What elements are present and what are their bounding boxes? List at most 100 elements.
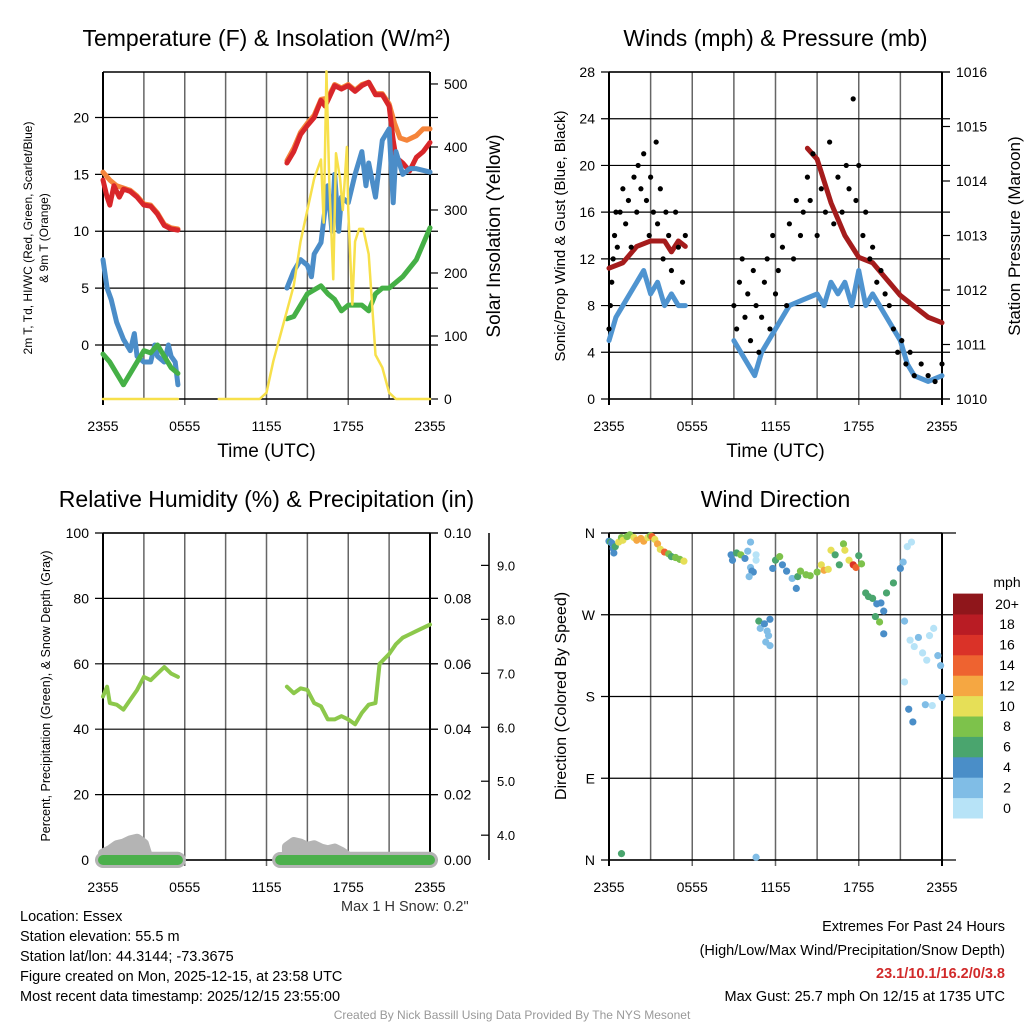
wind-direction-point [792,584,800,593]
x-tick-label: 2355 [926,418,957,434]
gust-point [679,279,686,285]
wind-direction-point [756,624,764,632]
gust-point [831,221,837,227]
y-tick-label: 20 [73,109,89,125]
gust-point [822,209,829,215]
max-snow-text: Max 1 H Snow: 0.2" [341,899,469,915]
wind-direction-point [905,705,913,713]
y-right-tick-label: 1013 [956,228,987,244]
gust-point [807,197,813,204]
gust-point [745,291,751,297]
colorbar-title: mph [993,574,1020,590]
y-axis-label: Sonic/Prop Wind & Gust (Blue, Black) [552,111,569,362]
x-axis-label: Time (UTC) [217,441,316,462]
gust-point [617,209,623,215]
wind-direction-point [855,552,863,560]
gust-point [846,186,852,192]
wind-direction-point [845,556,853,564]
gust-point [932,378,938,385]
gust-point [874,279,880,285]
y-tick-label: S [586,689,595,705]
gust-point [818,186,824,192]
gust-point [764,256,770,262]
gust-point [660,256,666,262]
colorbar-label: 14 [999,657,1015,673]
wind-direction-point [680,557,688,565]
wind-direction-point [796,567,805,575]
wind-direction-point [749,568,757,576]
gust-point [882,291,888,297]
relative-humidity-line [284,622,432,727]
colorbar-label: 20+ [995,596,1019,612]
gust-point [770,232,776,239]
wind-direction-point [610,549,618,557]
gust-point [682,232,688,239]
gust-point [903,361,909,367]
gust-point [673,209,679,215]
y-axis-label-line2: & 9m T (Orange) [37,193,51,283]
y-right-tick-label: 0.04 [444,721,471,737]
y-tick-label: 0 [587,391,595,407]
gust-point [907,349,913,355]
wind-direction-point [831,551,839,559]
snow-tick-label: 9.0 [497,558,515,573]
x-tick-label: 1755 [333,879,364,895]
y-tick-label: N [585,852,595,868]
2m-t-line [100,177,181,233]
2m-t-line [284,79,433,174]
x-tick-label: 2355 [414,418,445,434]
snow-tick-label: 7.0 [497,666,515,681]
wind-direction-point [741,554,749,563]
y-right-tick-label: 1012 [956,282,987,298]
td-line [100,342,181,388]
y-tick-label: 20 [579,157,595,173]
wind-line [606,268,688,344]
gust-point [843,162,849,169]
gust-point [638,186,644,192]
extremes-subtitle: (High/Low/Max Wind/Precipitation/Snow De… [699,943,1005,959]
wind-direction-point [889,579,898,587]
gust-point [850,96,856,102]
gust-point [784,302,790,309]
x-tick-label: 1155 [251,418,281,434]
gust-point [610,256,616,262]
gust-point [653,139,659,145]
wind-direction-point [813,568,821,576]
chart-title: Wind Direction [701,486,851,512]
gust-point [614,244,620,250]
gust-point [790,256,797,262]
gust-point [860,232,866,239]
extremes-title: Extremes For Past 24 Hours [822,919,1005,935]
wind-direction-point [928,701,936,710]
x-tick-label: 1155 [760,879,790,895]
gust-point [814,232,820,239]
gust-point [609,279,615,285]
colorbar-bin [953,777,983,799]
gust-point [779,244,786,250]
max-gust-text: Max Gust: 25.7 mph On 12/15 at 1735 UTC [724,989,1005,1005]
wind-direction-point [934,652,942,660]
gust-point [668,267,675,274]
wind-direction-point [752,551,760,559]
pressure-line [606,238,688,271]
gust-point [886,302,892,309]
gust-point [625,197,632,204]
y-tick-label: 60 [73,656,89,672]
wind-direction-point [817,561,825,569]
y-right-tick-label: 1015 [956,119,987,135]
x-tick-label: 2355 [593,879,624,895]
wind-direction-point [745,573,753,581]
x-tick-label: 2355 [87,879,118,895]
colorbar-bin [953,695,983,717]
wind-direction-point [776,553,784,561]
gust-point [800,209,806,215]
snow-tick-label: 4.0 [497,828,515,843]
gust-point [747,338,754,344]
wind-direction-point [925,632,934,640]
y-tick-label: 40 [73,721,89,737]
y-axis-label: Percent, Precipitation (Green), & Snow D… [39,550,53,841]
y-right-tick-label: 0.10 [444,525,471,541]
wind-direction-point [852,563,860,572]
gust-point [761,279,768,285]
y-right-axis-label: Solar Insolation (Yellow) [484,134,505,337]
